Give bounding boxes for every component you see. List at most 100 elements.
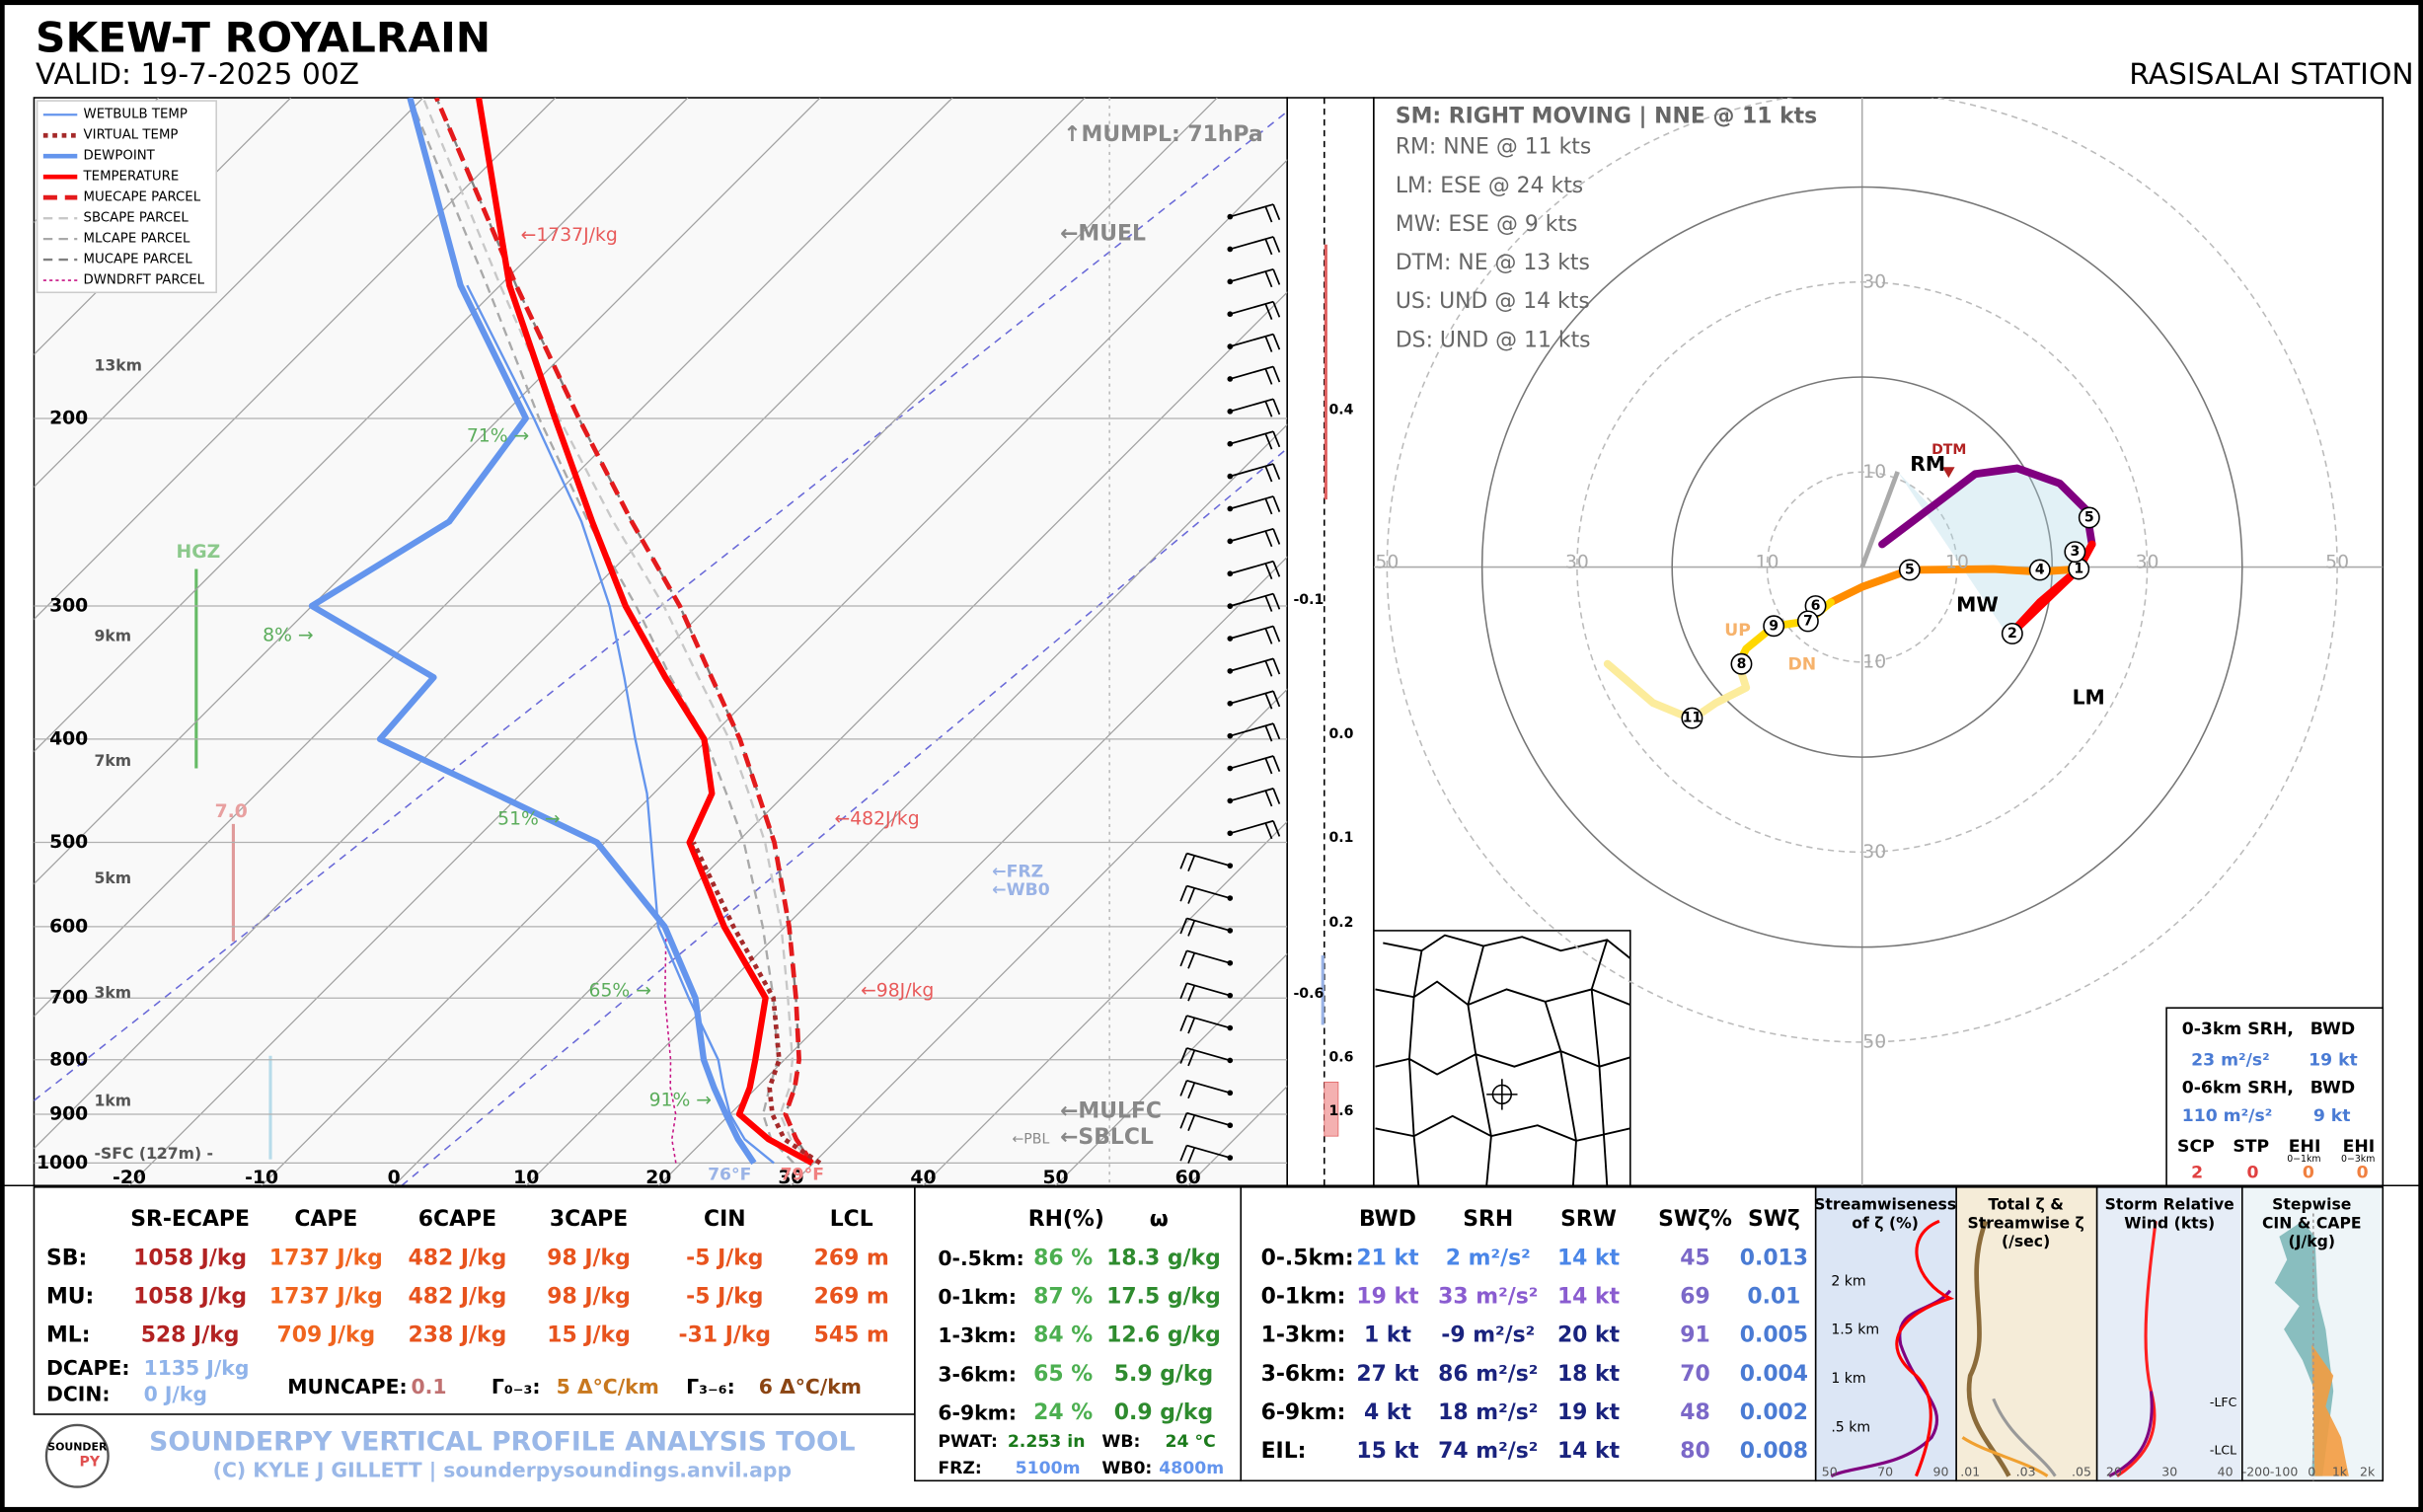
ring-grid [1576, 280, 2149, 854]
wind-barb [1230, 819, 1281, 840]
height-label: 13km [95, 355, 142, 374]
panel-x-label: 20 [2106, 1464, 2122, 1478]
y-tick-label: 30 [1862, 842, 1886, 863]
extra-text: 24 °C [1166, 1432, 1216, 1452]
wind-barb [1230, 463, 1281, 483]
isotherm [34, 98, 821, 885]
station: RASISALAI STATION [2129, 57, 2413, 92]
wind-barb [1179, 1111, 1231, 1131]
x-tick-label: -10 [245, 1168, 278, 1188]
panel-title: (J/kg) [2289, 1232, 2335, 1250]
panel-x-label: -100 [2270, 1464, 2298, 1478]
isotherm-grid [128, 98, 1218, 1186]
barb-dot [1227, 1057, 1234, 1064]
wind-barb [1230, 333, 1281, 352]
wind-barb [1179, 884, 1231, 904]
isotherm-grid [393, 291, 1288, 1186]
table-header: SR-ECAPE [130, 1207, 250, 1232]
inset-text: STP [2233, 1137, 2269, 1157]
kinematic-table-frame [1240, 1186, 1817, 1482]
storm-motion-text: DS: UND @ 11 kts [1396, 328, 1591, 352]
panel-y-label: 2 km [1831, 1273, 1865, 1289]
annotation: ←SBLCL [1060, 1125, 1154, 1150]
table-header: CIN [704, 1207, 746, 1232]
table-cell: 0.002 [1740, 1400, 1808, 1425]
y-tick-label: 600 [49, 916, 88, 937]
row-label: EIL: [1261, 1439, 1307, 1464]
row-label: 3-6km: [938, 1362, 1017, 1386]
legend-label: VIRTUAL TEMP [84, 128, 179, 143]
wind-barb [1179, 917, 1231, 937]
annotation: 79°F [781, 1165, 824, 1184]
extra-text: WB: [1101, 1432, 1140, 1452]
omega-label: -0.1 [1293, 592, 1324, 608]
storm-motion-text: RM: NNE @ 11 kts [1396, 135, 1591, 160]
inset-text: 0 [2247, 1164, 2259, 1183]
extra-text: WB0: [1101, 1459, 1152, 1478]
table-cell: 98 J/kg [547, 1246, 631, 1270]
moisture-table-frame [914, 1186, 1243, 1482]
panel-level: -LCL [2210, 1442, 2236, 1457]
y-tick-label: 300 [49, 596, 88, 617]
wind-barb [1230, 430, 1281, 450]
table-cell: 87 % [1033, 1284, 1093, 1309]
x-tick-label: 30 [778, 1168, 803, 1188]
legend-label: TEMPERATURE [83, 170, 180, 185]
isotherm-grid [261, 159, 1288, 1186]
row-label: 6-9km: [938, 1400, 1017, 1424]
wind-barb [1230, 592, 1281, 612]
legend-label: MUCAPE PARCEL [84, 253, 193, 267]
title: SKEW-T ROYALRAIN [36, 13, 491, 61]
height-label: 3km [95, 983, 132, 1002]
inset-text: BWD [2310, 1020, 2355, 1039]
annotation: ←1737J/kg [521, 225, 618, 246]
table-cell: 48 [1680, 1400, 1710, 1425]
wind-barb [1179, 1047, 1231, 1067]
barb-dot [1227, 1024, 1234, 1031]
table-cell: 86 % [1033, 1246, 1093, 1270]
table-header: BWD [1359, 1207, 1416, 1232]
height-marker [1763, 615, 1785, 638]
extra-text: DCAPE: [46, 1356, 130, 1380]
omega-bar [1324, 244, 1327, 500]
y-tick-label: 1000 [37, 1153, 88, 1173]
inset-text: 2 [2191, 1164, 2203, 1183]
wind-barb [1179, 949, 1231, 969]
table-cell: 80 [1680, 1439, 1710, 1464]
legend-label: DWNDRFT PARCEL [84, 273, 205, 288]
table-cell: 238 J/kg [409, 1323, 507, 1348]
height-marker-label: 1 [2074, 561, 2083, 576]
inset-text: BWD [2310, 1079, 2355, 1098]
row-label: 1-3km: [1261, 1323, 1346, 1348]
annotation: 65% → [589, 980, 651, 1001]
table-cell: 14 kt [1557, 1284, 1620, 1309]
inset-text: EHI [2289, 1137, 2321, 1157]
table-cell: 18 m²/s² [1438, 1400, 1538, 1425]
table-cell: 86 m²/s² [1438, 1362, 1538, 1387]
skewt-plot [34, 98, 1288, 1186]
table-cell: 84 % [1033, 1323, 1093, 1348]
panel-curve [1966, 1220, 2011, 1477]
wind-barb [1230, 203, 1281, 223]
point-label: RM [1910, 452, 1945, 476]
x-tick-label: 60 [1175, 1168, 1201, 1188]
x-tick-label: 0 [388, 1168, 401, 1188]
isotherm [34, 98, 953, 1018]
wind-barb [1230, 300, 1281, 321]
table-header: SRW [1560, 1207, 1617, 1232]
decor [0, 98, 2423, 1488]
logo-text: SOUNDER [47, 1440, 108, 1453]
omega-bar [1321, 954, 1325, 1025]
panel-x-label: 40 [2218, 1464, 2234, 1478]
annotation: ←MULFC [1060, 1099, 1162, 1124]
row-label: 0-1km: [938, 1285, 1017, 1309]
thermo-table-frame [33, 1186, 916, 1415]
omega-label: 1.6 [1328, 1103, 1353, 1119]
y-tick-label: 10 [1862, 651, 1886, 672]
row-label: MU: [46, 1284, 94, 1309]
table-cell: 91 [1680, 1323, 1710, 1348]
y-tick-label: 30 [1862, 271, 1886, 292]
isotherm-grid [790, 688, 1288, 1186]
barb-dot [1227, 636, 1234, 642]
